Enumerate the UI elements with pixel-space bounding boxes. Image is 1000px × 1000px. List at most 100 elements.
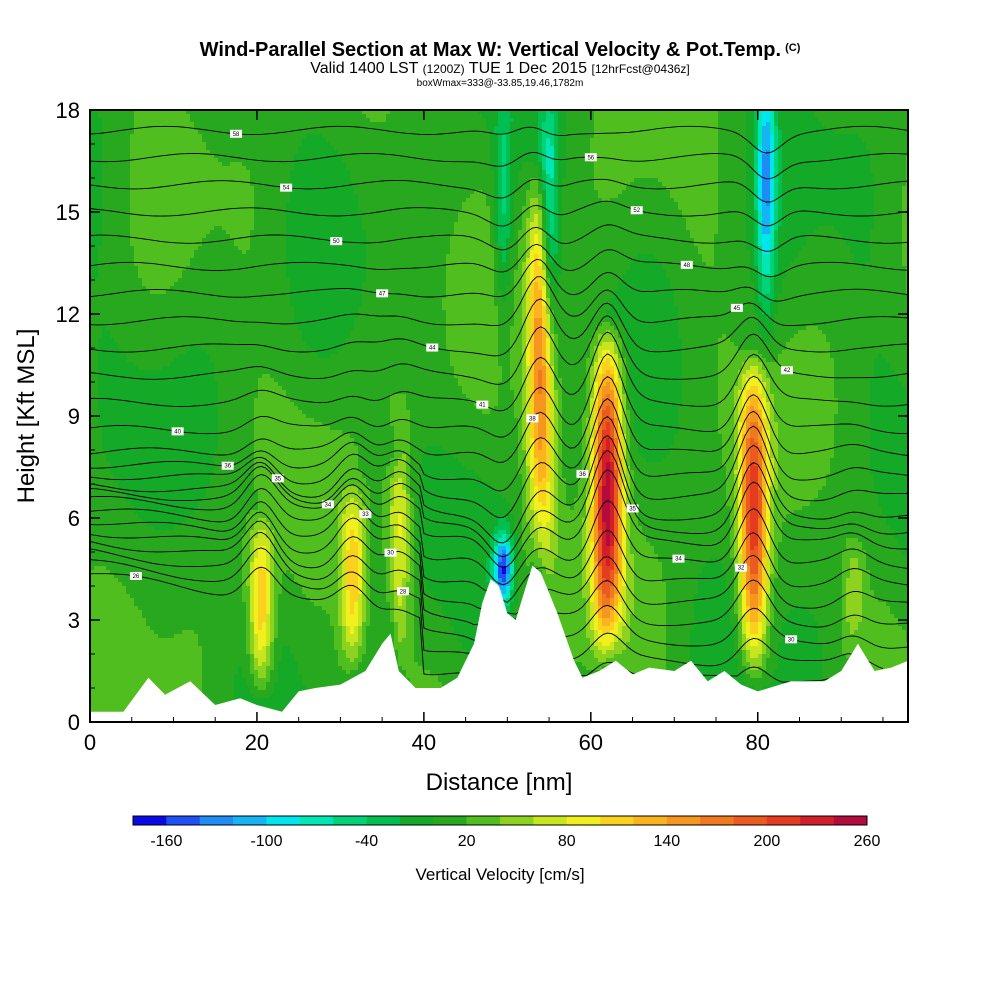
theta-contour-label: 30 [384, 548, 397, 557]
box-wmax-info: boxWmax=333@-33.85,19.46,1782m [416, 78, 584, 89]
theta-contour-label: 41 [476, 400, 489, 409]
colorbar-swatch [633, 816, 668, 825]
theta-contour-label: 33 [359, 510, 372, 519]
theta-contour-line [90, 276, 908, 327]
theta-contour-label: 58 [230, 129, 243, 138]
theta-contour-label: 35 [271, 474, 284, 483]
theta-contour-label: 47 [376, 289, 389, 298]
svg-text:28: 28 [400, 589, 407, 595]
svg-text:56: 56 [587, 155, 594, 161]
colorbar-swatch [533, 816, 568, 825]
valid-time: Valid 1400 LST [310, 60, 419, 77]
y-tick-label: 3 [68, 608, 80, 633]
colorbar-swatch [399, 816, 434, 825]
x-tick-label: 40 [412, 730, 436, 755]
colorbar-swatch [233, 816, 267, 825]
svg-text:52: 52 [633, 208, 640, 214]
theta-contour-line [90, 547, 884, 670]
theta-contour-label: 45 [730, 303, 743, 312]
colorbar-swatch [733, 816, 768, 825]
y-tick-label: 18 [56, 98, 80, 123]
theta-contour-label: 36 [576, 469, 589, 478]
theta-contour-label: 36 [221, 461, 234, 470]
colorbar-swatch [333, 816, 367, 825]
theta-contour-line [90, 449, 908, 558]
theta-contour-label: 38 [526, 414, 539, 423]
colorbar-swatch [199, 816, 234, 825]
theta-contour-line [90, 469, 908, 568]
chart-title: Wind-Parallel Section at Max W: Vertical… [0, 36, 1000, 62]
colorbar-swatch [833, 816, 868, 825]
x-tick-label: 60 [579, 730, 603, 755]
svg-text:47: 47 [379, 291, 386, 297]
terrain-mask [90, 565, 908, 722]
x-tick-label: 20 [245, 730, 269, 755]
colorbar-swatch [700, 816, 734, 825]
theta-contour-line [90, 375, 908, 463]
utc-time: (1200Z) [422, 62, 465, 76]
colorbar-swatch [466, 816, 501, 825]
colorbar-swatch [366, 816, 401, 825]
theta-contour-label: 32 [735, 563, 748, 572]
y-tick-label: 9 [68, 404, 80, 429]
theta-contour-line [90, 200, 908, 227]
svg-text:36: 36 [579, 472, 586, 478]
copyright-mark: (C) [785, 42, 801, 54]
theta-contour-line [90, 511, 908, 615]
svg-text:36: 36 [224, 464, 231, 470]
colorbar-swatch [133, 816, 167, 825]
theta-contour-line [90, 415, 908, 519]
theta-contour-line [90, 353, 908, 438]
chart-subtitle: Valid 1400 LST (1200Z) TUE 1 Dec 2015 [1… [0, 60, 1000, 78]
colorbar-tick-label: -40 [355, 833, 378, 850]
svg-text:58: 58 [233, 132, 240, 138]
svg-text:48: 48 [683, 263, 690, 269]
x-axis-title: Distance [nm] [426, 769, 573, 796]
x-tick-label: 0 [84, 730, 96, 755]
theta-contour-label: 28 [397, 587, 410, 596]
colorbar-swatch [566, 816, 601, 825]
svg-text:41: 41 [479, 403, 486, 409]
theta-contour-line [90, 125, 908, 154]
theta-contour-label: 42 [780, 366, 793, 375]
colorbar-title: Vertical Velocity [cm/s] [415, 865, 584, 884]
colorbar-tick-label: 200 [754, 833, 781, 850]
svg-text:32: 32 [738, 566, 745, 572]
theta-contour-line [90, 243, 908, 278]
colorbar-frame [132, 815, 868, 826]
svg-text:44: 44 [429, 346, 436, 352]
svg-text:33: 33 [362, 512, 369, 518]
svg-text:35: 35 [274, 476, 281, 482]
y-tick-label: 6 [68, 506, 80, 531]
colorbar-swatch [299, 816, 334, 825]
colorbar-tick-label: 80 [558, 833, 576, 850]
theta-contour-line [90, 487, 908, 586]
theta-contour-label: 54 [280, 183, 293, 192]
theta-contour-line [90, 298, 908, 357]
theta-contour-label: 40 [171, 427, 184, 436]
theta-contour-label: 26 [129, 571, 142, 580]
colorbar-swatch [800, 816, 834, 825]
theta-contour-label: 52 [630, 206, 643, 215]
svg-text:42: 42 [784, 368, 791, 374]
theta-contour-label: 48 [680, 260, 693, 269]
theta-contour-line [90, 224, 908, 252]
svg-text:34: 34 [675, 557, 682, 563]
theta-contour-label: 50 [330, 237, 343, 246]
colorbar-tick-label: -160 [150, 833, 182, 850]
svg-text:45: 45 [734, 306, 741, 312]
y-tick-label: 0 [68, 710, 80, 735]
theta-contour-line [90, 331, 908, 412]
theta-contour-line [90, 435, 908, 544]
svg-text:30: 30 [788, 637, 795, 643]
forecast-info: [12hrFcst@0436z] [591, 62, 690, 76]
chart-title-text: Wind-Parallel Section at Max W: Vertical… [199, 39, 782, 61]
y-tick-label: 15 [56, 200, 80, 225]
colorbar-swatch [266, 816, 301, 825]
colorbar-swatch [500, 816, 534, 825]
theta-contour-line [90, 566, 829, 683]
theta-contour-label: 56 [584, 153, 597, 162]
colorbar-swatch [600, 816, 634, 825]
